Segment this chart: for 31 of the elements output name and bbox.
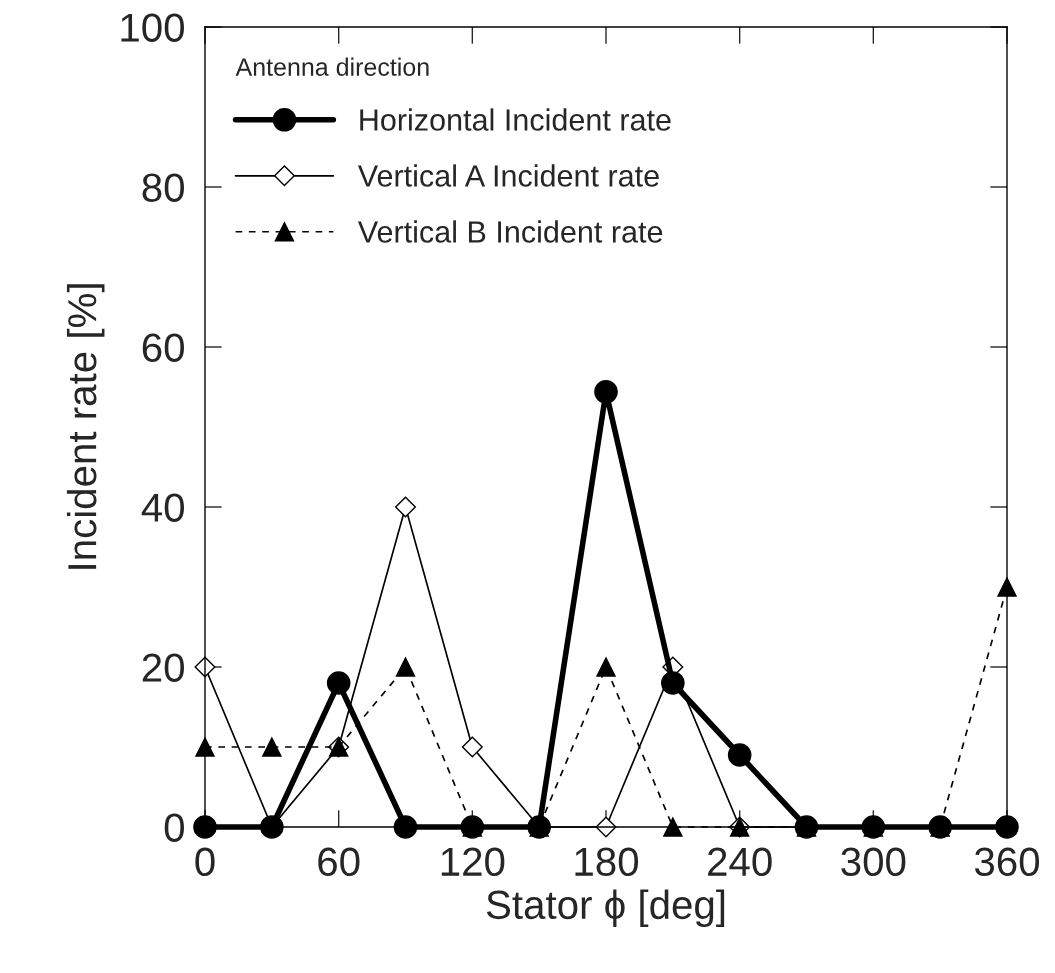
x-tick-label: 120 xyxy=(441,847,505,877)
point xyxy=(663,817,683,837)
y-tick-label: 100 xyxy=(121,13,184,42)
legend-label: Vertical B Incident rate xyxy=(357,220,663,243)
point xyxy=(394,496,417,518)
x-tick-label: 360 xyxy=(974,847,1040,877)
point xyxy=(393,815,418,839)
y-tick-label: 0 xyxy=(164,813,184,842)
x-tick-label: 300 xyxy=(841,847,906,877)
y-axis-title: Incident rate [%] xyxy=(66,284,105,569)
point xyxy=(661,671,685,695)
point xyxy=(193,815,217,839)
legend-label: Horizontal Incident rate xyxy=(360,108,671,131)
point xyxy=(727,743,752,767)
x-axis-title: Stator ϕ [deg] xyxy=(486,889,725,928)
x-tick-label: 240 xyxy=(708,847,772,877)
legend-label: Vertical A Incident rate xyxy=(357,164,659,187)
x-tick-label: 60 xyxy=(318,847,360,877)
point xyxy=(262,737,282,757)
y-tick-label: 80 xyxy=(142,173,184,202)
point xyxy=(596,657,616,677)
y-tick-label: 60 xyxy=(142,333,184,362)
point xyxy=(461,736,483,758)
point xyxy=(326,671,351,695)
point xyxy=(594,379,618,404)
y-tick-label: 40 xyxy=(141,493,184,522)
x-tick-label: 180 xyxy=(575,847,639,877)
legend-title: Antenna direction xyxy=(235,57,429,76)
point xyxy=(395,657,416,677)
y-tick-label: 20 xyxy=(142,653,184,682)
x-tick-label: 0 xyxy=(195,847,215,877)
